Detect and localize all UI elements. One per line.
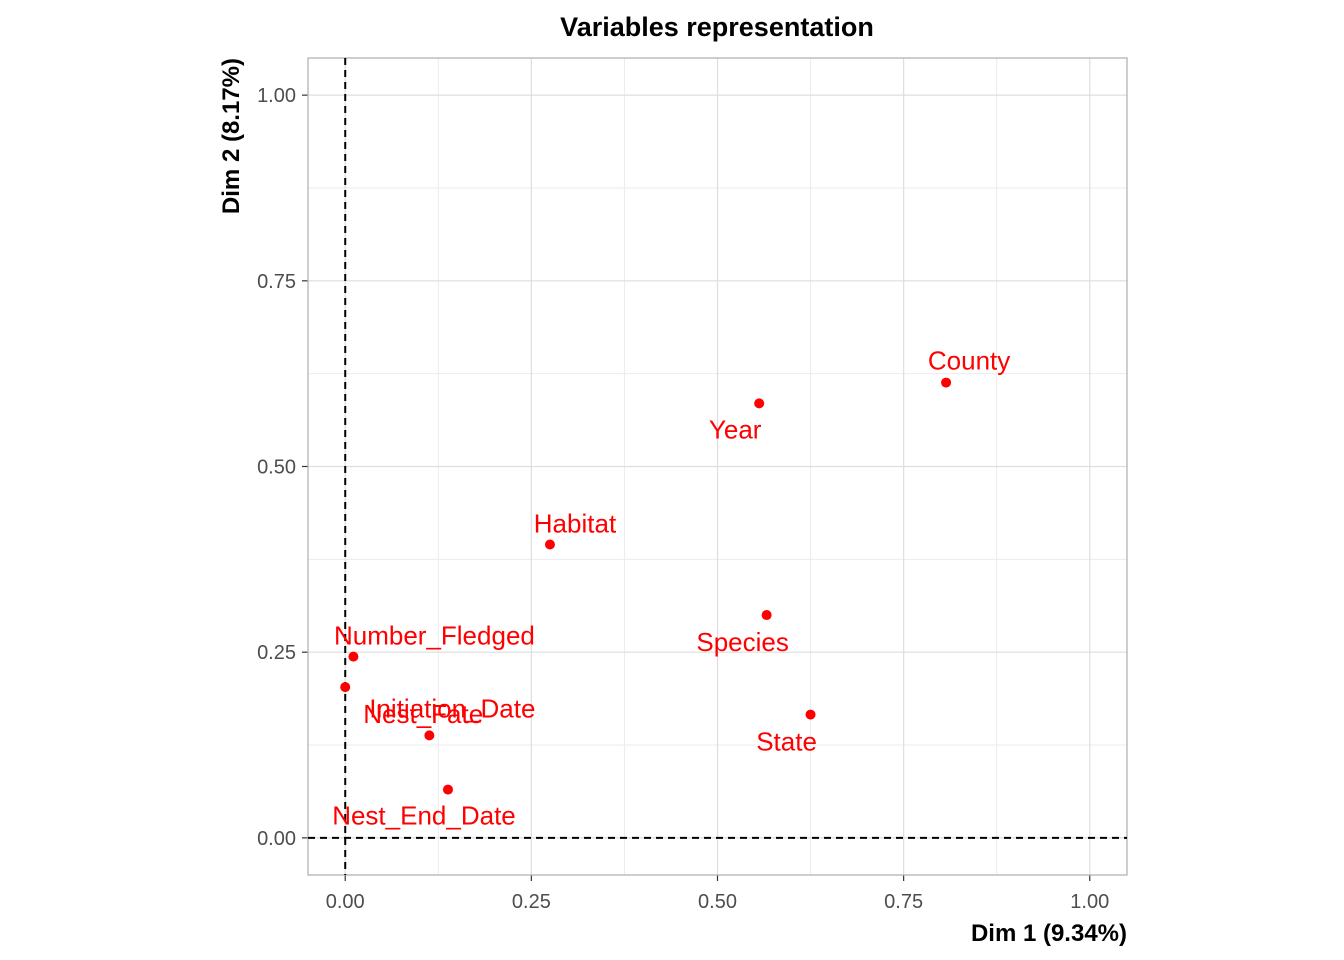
data-point (544, 539, 555, 550)
data-point (761, 610, 772, 621)
y-axis-title: Dim 2 (8.17%) (218, 58, 245, 214)
y-tick-label: 1.00 (257, 85, 296, 107)
y-tick-label: 0.75 (257, 271, 296, 293)
x-tick-label: 0.00 (326, 891, 365, 913)
data-point (340, 682, 351, 693)
data-point (348, 651, 359, 662)
y-tick-label: 0.00 (257, 828, 296, 850)
panel-border (307, 57, 1128, 876)
plot-panel: 0.00 0.25 0.50 0.75 1.00 0.00 0.25 0.50 0.75 1.00… (257, 57, 1128, 913)
data-point (805, 709, 816, 720)
y-tick-label: 0.25 (257, 642, 296, 664)
data-point (754, 398, 765, 409)
chart-title: Variables representation (560, 12, 874, 42)
data-point-label: County (928, 346, 1010, 376)
data-point-label: State (756, 727, 817, 757)
data-point-label: Species (696, 627, 789, 657)
data-point (941, 377, 952, 388)
data-point-label: Year (709, 414, 762, 444)
x-tick-label: 0.75 (884, 891, 923, 913)
data-point (424, 730, 435, 741)
x-tick-label: 0.25 (512, 891, 551, 913)
data-point-label: Nest_End_Date (332, 801, 516, 831)
data-point-label: Number_Fledged (334, 621, 535, 651)
y-tick-label: 0.50 (257, 457, 296, 479)
data-point-label: Nest_Fate (363, 699, 483, 729)
x-axis-title: Dim 1 (9.34%) (971, 920, 1127, 947)
x-tick-label: 0.50 (698, 891, 737, 913)
x-tick-label: 1.00 (1070, 891, 1109, 913)
data-point-label: Habitat (534, 508, 617, 538)
data-point (442, 784, 453, 795)
data-point-label: Initiation_Date (369, 693, 535, 723)
